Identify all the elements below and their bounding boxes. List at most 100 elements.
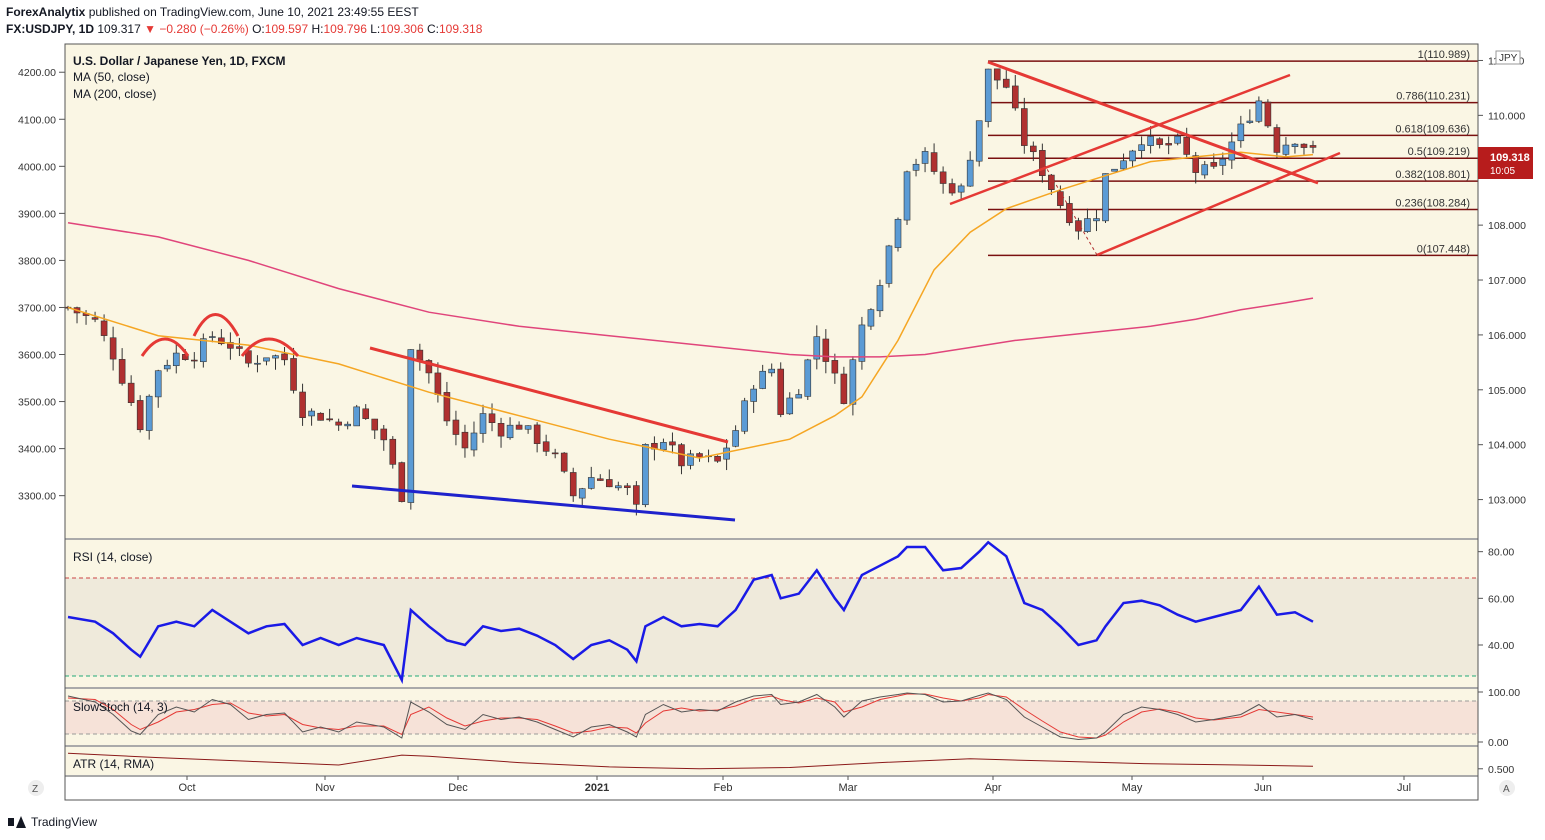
stoch-axis-tick: 0.00 [1488, 737, 1509, 749]
candle-body [1273, 127, 1281, 153]
candle-body [867, 309, 875, 327]
price-change: −0.280 (−0.26%) [159, 22, 249, 36]
candle-body [145, 395, 153, 431]
time-axis-tick: Dec [448, 782, 468, 794]
time-axis-tick: May [1122, 782, 1143, 794]
candle-body [1237, 123, 1245, 142]
candle-body [669, 441, 676, 446]
candle-body [542, 441, 550, 452]
rising-support-line[interactable] [1096, 151, 1341, 257]
candle-body [416, 349, 424, 361]
candle-body [1147, 136, 1154, 146]
legend-ma50: MA (50, close) [73, 70, 150, 84]
left-axis-tick: 3300.00 [18, 491, 56, 503]
candle-body [894, 218, 902, 248]
falling-wedge-lower[interactable] [351, 484, 736, 522]
low-label: L: [370, 22, 381, 36]
candle-body [452, 419, 460, 435]
legend-title: U.S. Dollar / Japanese Yen, 1D, FXCM [73, 54, 286, 68]
left-axis-tick: 3700.00 [18, 302, 56, 314]
fib-level-label: 1(110.989) [1418, 49, 1470, 61]
time-axis-tick: 2021 [585, 782, 609, 794]
right-axis-tick: 103.000 [1488, 495, 1526, 507]
candle-body [876, 285, 884, 312]
candle-body [1183, 136, 1190, 155]
tradingview-logo-icon [8, 816, 26, 828]
candle-body [1021, 108, 1028, 146]
candle-body [993, 68, 1001, 81]
left-axis-tick: 3400.00 [18, 444, 56, 456]
head-shoulders-right[interactable] [240, 337, 300, 357]
rsi-axis-tick: 80.00 [1488, 547, 1514, 559]
candle-body [398, 462, 406, 502]
price-tag-value: 109.318 [1490, 152, 1530, 164]
zoom-button[interactable] [28, 780, 44, 796]
candle-body [515, 424, 523, 430]
candle-body [479, 413, 487, 434]
descending-trendline[interactable] [987, 60, 1319, 185]
auto-scale-button[interactable] [1499, 780, 1515, 796]
rsi-axis-tick: 40.00 [1488, 640, 1514, 652]
candle-body [91, 317, 99, 320]
time-axis[interactable]: Oct Nov Dec 2021 Feb Mar Apr May Jun Jul [178, 776, 1411, 794]
left-axis: 3300.00 3400.00 3500.00 3600.00 3700.00 3800.… [18, 67, 65, 503]
candle-body [443, 392, 451, 422]
candle-body [263, 357, 270, 362]
candle-body [524, 425, 532, 430]
candle-body [506, 424, 514, 439]
close-value: 109.318 [438, 22, 483, 36]
candle-body [741, 400, 748, 432]
right-axis-tick: 106.000 [1488, 330, 1526, 342]
trendlines[interactable] [140, 60, 1341, 522]
candle-body [1300, 143, 1308, 148]
candle-body [633, 485, 640, 505]
ma50-line [67, 151, 1314, 459]
candle-body [696, 453, 703, 458]
time-axis-tick: Nov [315, 782, 335, 794]
candle-body [1174, 135, 1181, 144]
open-value: 109.597 [264, 22, 309, 36]
candle-body [1093, 218, 1100, 222]
candle-body [317, 412, 324, 421]
footer-brand: TradingView [31, 815, 98, 829]
left-axis-tick: 3800.00 [18, 255, 56, 267]
candle-body [984, 68, 992, 122]
candle-body [930, 152, 938, 172]
low-value: 109.306 [380, 22, 424, 36]
candle-body [786, 397, 794, 415]
candle-body [1039, 150, 1046, 176]
zoom-button-label: Z [32, 784, 38, 795]
candle-body [1264, 101, 1272, 127]
time-axis-tick: Jun [1254, 782, 1272, 794]
candle-body [795, 394, 803, 399]
rising-channel-line[interactable] [949, 73, 1291, 206]
candle-body [254, 362, 261, 365]
candle-body [1111, 168, 1118, 172]
time-axis-tick: Mar [839, 782, 858, 794]
candle-body [1075, 220, 1082, 232]
candle-body [191, 359, 198, 362]
symbol-info: FX:USDJPY, 1D 109.317 ▼ −0.280 (−0.26%) … [6, 22, 482, 36]
head-shoulders-left[interactable] [140, 337, 190, 357]
time-axis-tick: Apr [984, 782, 1001, 794]
rsi-band-fill [65, 578, 1478, 676]
candle-body [1156, 138, 1163, 145]
candle-body [948, 183, 956, 194]
head-shoulders-head[interactable] [192, 313, 240, 337]
candle-body [407, 349, 415, 503]
candle-body [344, 423, 351, 427]
candle-body [912, 163, 920, 171]
candle-body [1129, 150, 1136, 162]
candle-body [281, 353, 288, 361]
candle-body [966, 159, 974, 187]
left-axis-tick: 4200.00 [18, 67, 56, 79]
right-axis-tick: 104.000 [1488, 440, 1526, 452]
falling-wedge-upper[interactable] [369, 346, 729, 444]
candle-body [1255, 100, 1263, 122]
candle-body [1192, 155, 1200, 173]
left-axis-tick: 4100.00 [18, 114, 56, 126]
currency-box[interactable] [1495, 50, 1521, 65]
candle-body [434, 372, 442, 395]
candle-body [299, 391, 306, 418]
